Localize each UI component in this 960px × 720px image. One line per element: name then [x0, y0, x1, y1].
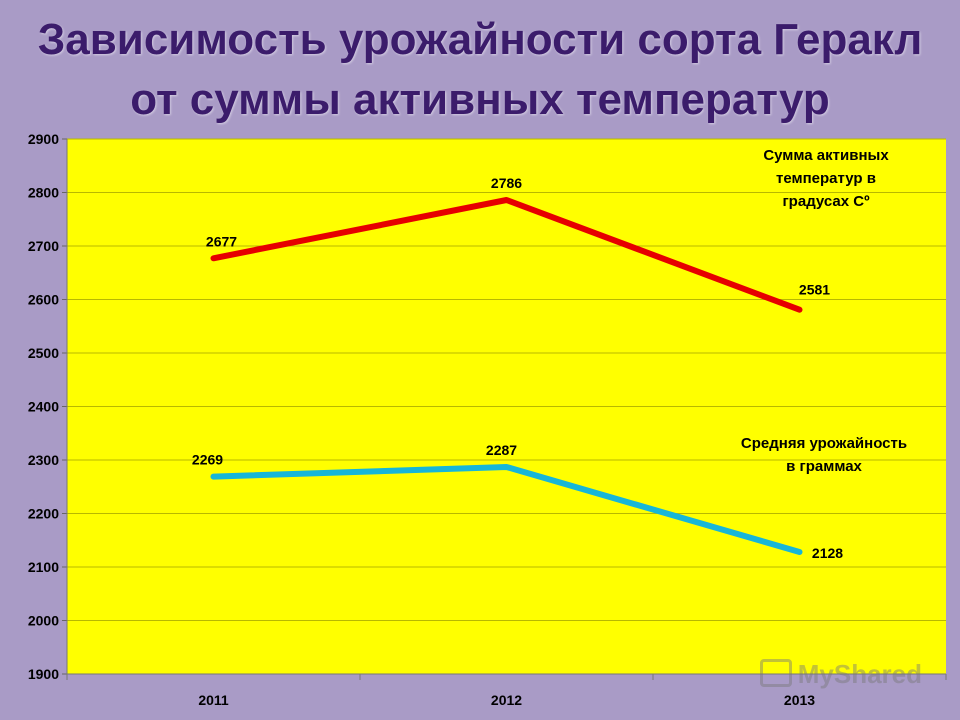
chart-title-line-1: Зависимость урожайности сорта Геракл: [37, 15, 923, 64]
data-label: 2786: [491, 175, 522, 191]
series-label-1-line: температур в: [776, 170, 876, 187]
series-label-2-line: Средняя урожайность: [741, 435, 907, 452]
y-tick-label: 1900: [28, 666, 59, 682]
y-tick-label: 2600: [28, 292, 59, 308]
data-label: 2287: [486, 442, 517, 458]
series-label-2-line: в граммах: [786, 458, 862, 475]
y-tick-label: 2100: [28, 559, 59, 575]
x-tick-label: 2012: [491, 692, 522, 708]
y-tick-label: 2700: [28, 238, 59, 254]
watermark-icon: [759, 659, 792, 687]
y-tick-label: 2900: [28, 131, 59, 147]
data-label: 2581: [799, 282, 830, 298]
series-line-1: [210, 197, 803, 313]
chart-title-line-2: от суммы активных температур: [130, 75, 830, 124]
series-line-2: [210, 464, 803, 555]
y-tick-label: 2500: [28, 345, 59, 361]
series-label-1-line: градусах Cº: [782, 193, 870, 210]
data-label: 2128: [812, 545, 843, 561]
y-tick-label: 2300: [28, 452, 59, 468]
x-tick-label: 2013: [784, 692, 815, 708]
series-label-1-line: Сумма активных: [763, 147, 889, 164]
y-tick-label: 2200: [28, 506, 59, 522]
x-tick-label: 2011: [198, 692, 229, 708]
data-label: 2269: [192, 452, 223, 468]
y-tick-label: 2800: [28, 185, 59, 201]
watermark-text: MyShared: [797, 659, 922, 689]
y-tick-label: 2000: [28, 613, 59, 629]
watermark: MyShared: [759, 659, 922, 690]
data-label: 2677: [206, 233, 237, 249]
chart-title: Зависимость урожайности сорта Геракл от …: [0, 10, 960, 130]
y-tick-label: 2400: [28, 399, 59, 415]
